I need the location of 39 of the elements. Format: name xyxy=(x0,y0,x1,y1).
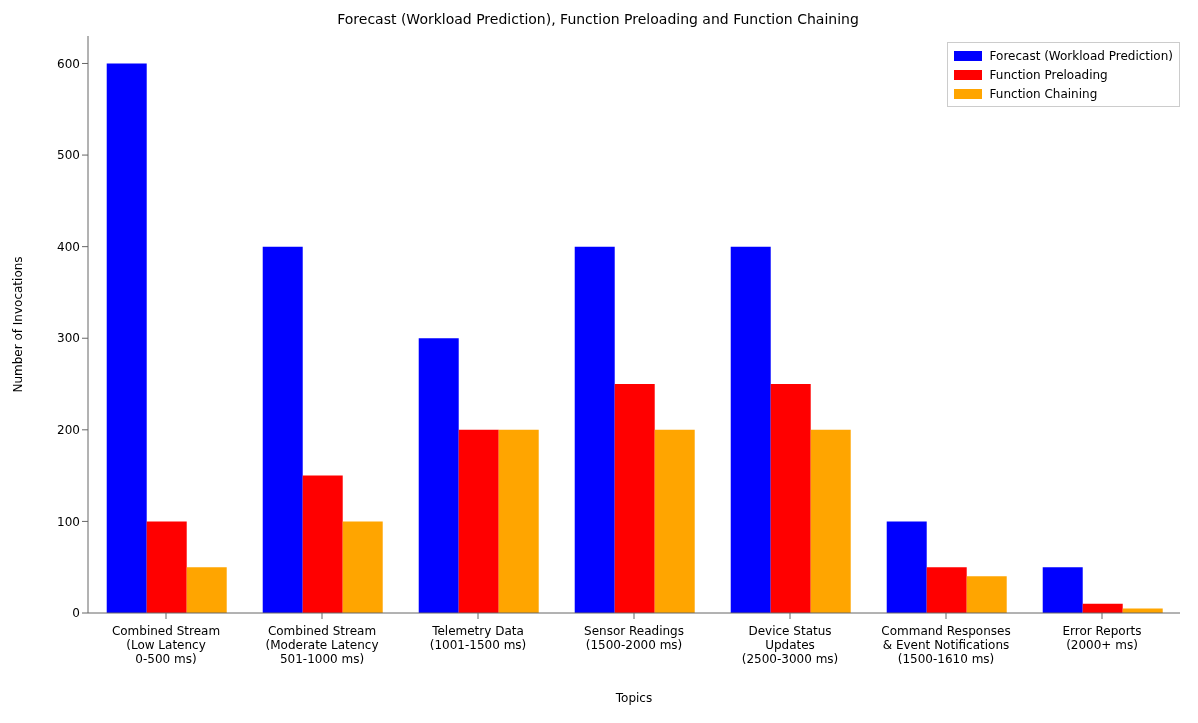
y-tick-label: 600 xyxy=(57,56,80,71)
chart-title: Forecast (Workload Prediction), Function Preloading and Function Chaining xyxy=(336,10,860,29)
bar xyxy=(186,567,227,613)
legend-label: Function Preloading xyxy=(989,67,1108,82)
bar xyxy=(458,429,499,613)
x-tick-label: Combined Stream (Low Latency 0-500 ms) xyxy=(111,624,221,666)
y-tick-label: 500 xyxy=(57,148,80,163)
bar xyxy=(574,246,615,613)
bar xyxy=(810,429,851,613)
y-tick-label: 300 xyxy=(57,331,80,346)
bar xyxy=(730,246,771,613)
bar xyxy=(498,429,539,613)
y-tick-label: 100 xyxy=(57,514,80,529)
legend-label: Function Chaining xyxy=(989,86,1098,101)
bar xyxy=(654,429,695,613)
x-tick-label: Combined Stream (Moderate Latency 501-1000 ms) xyxy=(265,624,379,666)
x-tick-label: Command Responses & Event Notifications (1500-1610 ms) xyxy=(881,624,1011,666)
y-tick-label: 400 xyxy=(57,239,80,254)
bar xyxy=(106,63,147,613)
x-axis-title: Topics xyxy=(614,690,653,705)
bar xyxy=(926,567,967,613)
bar xyxy=(614,384,655,613)
legend-label: Forecast (Workload Prediction) xyxy=(989,48,1173,63)
bar xyxy=(302,475,343,613)
bar xyxy=(262,246,303,613)
bar xyxy=(966,576,1007,613)
x-tick-label: Error Reports (2000+ ms) xyxy=(1062,624,1142,652)
x-tick-label: Device Status Updates (2500-3000 ms) xyxy=(741,624,839,666)
x-tick-label: Sensor Readings (1500-2000 ms) xyxy=(584,624,684,652)
bar xyxy=(1042,567,1083,613)
bar xyxy=(770,384,811,613)
y-tick-label: 0 xyxy=(72,606,80,621)
bar xyxy=(146,521,187,613)
x-tick-label: Telemetry Data (1001-1500 ms) xyxy=(429,624,527,652)
y-tick-label: 200 xyxy=(57,423,80,438)
bar xyxy=(418,338,459,613)
bar xyxy=(342,521,383,613)
y-axis-title: Number of Invocations xyxy=(11,256,26,393)
bar xyxy=(886,521,927,613)
